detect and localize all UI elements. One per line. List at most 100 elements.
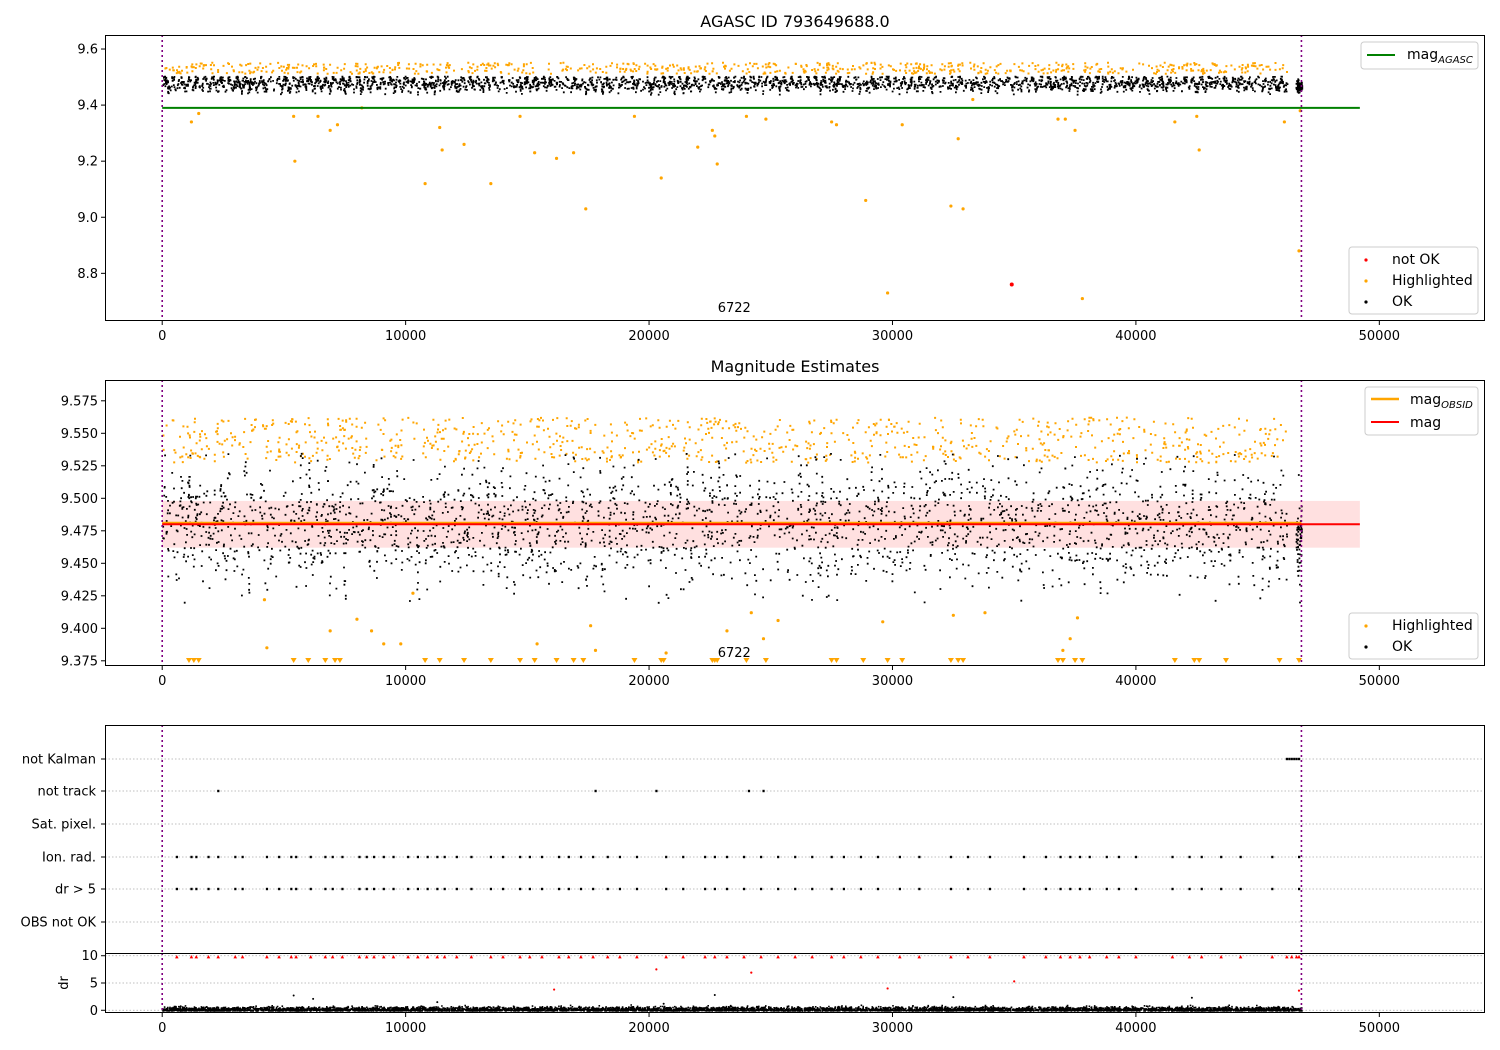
flag-marker xyxy=(540,855,544,859)
flag-marker xyxy=(416,855,420,859)
dr-clipped-marker xyxy=(454,955,459,959)
highlighted-point xyxy=(900,123,904,127)
flag-marker xyxy=(1134,887,1138,891)
flag-marker xyxy=(842,855,845,859)
flag-marker xyxy=(742,887,746,891)
y-tick-label: 9.0 xyxy=(77,211,98,226)
clipped-marker xyxy=(660,658,667,663)
dr-clipped-marker xyxy=(435,955,440,959)
flag-marker xyxy=(365,855,368,859)
clipped-marker xyxy=(1276,658,1283,663)
flag-marker xyxy=(407,855,410,859)
x-tick-label: 10000 xyxy=(385,1021,426,1036)
dr-clipped-marker xyxy=(591,955,595,959)
clipped-marker xyxy=(517,658,524,663)
flag-marker xyxy=(655,789,658,793)
x-tick-label: 30000 xyxy=(872,329,913,344)
clipped-marker xyxy=(461,658,468,663)
flag-marker xyxy=(1117,887,1121,891)
legend-mag-agasc: mag xyxy=(1407,47,1438,63)
top-plot-frame xyxy=(105,35,1485,321)
flag-marker xyxy=(190,855,193,859)
flag-marker xyxy=(594,789,597,793)
dr-clipped-marker xyxy=(364,955,369,959)
flag-marker xyxy=(567,887,570,891)
flag-marker xyxy=(455,855,458,859)
highlighted-upper-points xyxy=(162,416,1287,464)
dr-clipped-marker xyxy=(1068,955,1072,959)
dr-clipped-marker xyxy=(1104,955,1109,959)
y-tick-label: 5 xyxy=(90,977,98,992)
flag-marker xyxy=(217,855,220,859)
dr-clipped-marker xyxy=(1219,955,1223,959)
clipped-marker xyxy=(743,658,750,663)
flag-marker xyxy=(241,887,244,891)
mid-legend-lower: Highlighted OK xyxy=(1348,612,1479,660)
clipped-marker xyxy=(955,658,962,663)
highlighted-point xyxy=(710,128,714,132)
highlighted-point xyxy=(1068,637,1072,641)
flag-marker xyxy=(234,887,237,891)
highlighted-point xyxy=(328,128,332,132)
clipped-marker xyxy=(531,658,538,663)
dr-clipped-marker xyxy=(501,955,505,959)
flag-marker xyxy=(207,855,210,859)
x-tick-label: 30000 xyxy=(872,674,913,689)
flag-marker xyxy=(725,887,729,891)
flag-marker xyxy=(859,855,863,859)
flag-marker xyxy=(760,855,763,859)
highlighted-point xyxy=(881,620,885,624)
flag-marker xyxy=(455,887,458,891)
flag-marker xyxy=(1220,855,1223,859)
dr-clipped-marker xyxy=(966,955,970,959)
highlighted-point xyxy=(423,182,427,186)
legend-mag: mag xyxy=(1410,415,1441,431)
flag-marker xyxy=(392,887,395,891)
dr-point xyxy=(662,1002,665,1005)
y-tick-label: 9.2 xyxy=(77,155,98,170)
flag-marker xyxy=(1078,887,1082,891)
dr-clipped-marker xyxy=(703,955,707,959)
flag-marker xyxy=(1044,855,1048,859)
highlighted-point xyxy=(328,629,332,633)
highlighted-point xyxy=(1061,648,1065,653)
flag-marker xyxy=(1088,855,1091,859)
clipped-marker xyxy=(860,658,867,663)
y-tick-label: 9.475 xyxy=(61,524,98,539)
highlighted-point xyxy=(489,182,493,186)
dr-point xyxy=(292,994,295,997)
highlighted-point xyxy=(533,151,537,155)
flag-marker xyxy=(1188,887,1191,891)
flag-marker xyxy=(358,887,361,891)
highlighted-point xyxy=(749,611,753,615)
highlighted-point xyxy=(293,159,297,163)
dr-clipped-marker xyxy=(725,955,729,959)
dr-clipped-marker xyxy=(518,955,522,959)
mid-legend-upper: magOBSID mag xyxy=(1364,386,1479,436)
dr-clipped-marker xyxy=(265,955,269,959)
dr-clipped-marker xyxy=(759,955,763,959)
flag-marker xyxy=(382,855,385,859)
dr-clipped-marker xyxy=(917,955,922,959)
flag-marker xyxy=(704,887,707,891)
highlighted-point xyxy=(956,137,960,141)
highlighted-point xyxy=(951,613,955,617)
flag-marker xyxy=(470,855,473,859)
flag-marker xyxy=(436,855,439,859)
top-panel-title: AGASC ID 793649688.0 xyxy=(700,12,889,31)
dr-clipped-marker xyxy=(876,955,880,959)
flag-marker xyxy=(324,887,327,891)
dr-clipped-marker xyxy=(776,955,780,959)
dr-clipped-marker xyxy=(308,955,313,959)
dr-clipped-marker xyxy=(579,955,583,959)
highlighted-point xyxy=(518,114,522,118)
flag-marker xyxy=(682,887,685,891)
dr-clipped-marker xyxy=(340,955,345,959)
x-tick-label: 0 xyxy=(158,1021,166,1036)
dr-clipped-marker xyxy=(841,955,846,959)
not-ok-point xyxy=(1009,282,1014,287)
flag-marker xyxy=(579,887,583,891)
dr-clipped-marker xyxy=(469,955,474,959)
dr-clipped-marker xyxy=(1297,955,1301,959)
flag-marker xyxy=(324,855,327,859)
